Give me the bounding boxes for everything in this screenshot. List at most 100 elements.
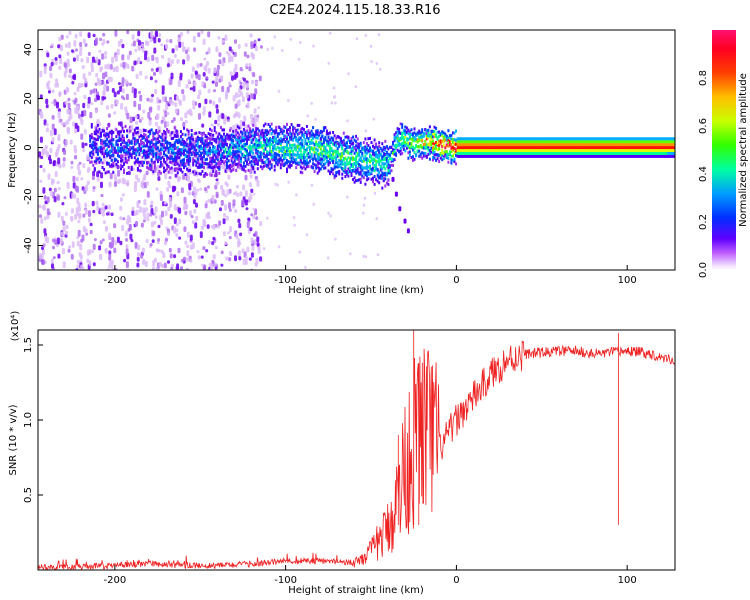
spectrogram-ridge-cell — [322, 163, 325, 167]
spectrogram-ridge-cell — [611, 143, 614, 147]
spectrogram-ridge-cell — [488, 152, 491, 155]
spectrogram-noise-cell — [234, 255, 237, 262]
spectrogram-ridge-cell — [421, 134, 424, 138]
spectrogram-ridge-cell — [230, 141, 233, 145]
spectrogram-ridge-cell — [186, 142, 189, 146]
spectrogram-ridge-cell — [531, 149, 534, 152]
spectrogram-ridge-cell — [579, 154, 582, 158]
spectrogram-noise-cell — [111, 56, 115, 64]
spectrogram-ridge-cell — [286, 137, 288, 141]
spectrogram-ridge-cell — [616, 137, 619, 141]
spectrogram-ridge-cell — [116, 160, 119, 164]
spectrogram-noise-cell — [62, 261, 66, 269]
spectrogram-ridge-cell — [212, 150, 215, 154]
spectrogram-ridge-cell — [364, 145, 367, 149]
spectrogram-noise-cell — [98, 49, 102, 53]
spectrogram-ridge-cell — [324, 136, 327, 140]
spectrogram-noise-cell — [124, 106, 128, 112]
spectrogram-ridge-cell — [627, 154, 630, 158]
spectrogram-ridge-cell — [605, 146, 608, 150]
spectrogram-ridge-cell — [432, 158, 434, 162]
spectrogram-noise-cell — [108, 250, 112, 255]
spectrogram-ridge-cell — [259, 132, 262, 136]
spectrogram-ridge-cell — [304, 131, 307, 134]
spectrogram-ridge-cell — [448, 134, 451, 138]
spectrogram-ridge-cell — [335, 136, 338, 140]
spectrogram-ridge-cell — [123, 138, 125, 142]
spectrogram-ridge-cell — [585, 152, 588, 155]
spectrogram-ridge-cell — [244, 149, 247, 153]
spectrogram-ridge-cell — [126, 171, 129, 175]
spectrogram-ridge-cell — [286, 122, 288, 126]
spectrogram-ridge-cell — [123, 150, 125, 154]
spectrogram-ridge-cell — [581, 146, 584, 150]
spectrogram-ridge-cell — [396, 133, 399, 137]
spectrogram-ridge-cell — [113, 146, 116, 150]
spectrogram-ridge-cell — [335, 171, 338, 175]
spectrogram-ridge-cell — [267, 157, 270, 161]
spectrogram-ridge-cell — [198, 172, 201, 176]
spectrogram-ridge-cell — [412, 137, 414, 141]
spectrogram-noise-cell — [115, 99, 119, 105]
spectrogram-ridge-cell — [193, 132, 196, 136]
spectrogram-ridge-cell — [124, 145, 127, 149]
spectrogram-ridge-cell — [602, 137, 605, 141]
spectrogram-noise-cell — [166, 63, 170, 68]
spectrogram-ridge-cell — [364, 182, 367, 186]
spectrogram-ridge-cell — [530, 154, 533, 158]
spectrogram-ridge-cell — [548, 146, 551, 150]
spectrogram-ridge-cell — [491, 146, 494, 150]
spectrogram-noise-cell — [203, 84, 207, 89]
spectrogram-ridge-cell — [93, 146, 96, 150]
spectrogram-ridge-cell — [490, 137, 493, 141]
spectrogram-ridge-cell — [118, 139, 121, 143]
spectrogram-ridge-cell — [365, 167, 368, 171]
spectrogram-ridge-cell — [147, 167, 150, 171]
spectrogram-noise-cell — [45, 127, 49, 133]
spectrogram-ridge-cell — [530, 140, 533, 144]
spectrogram-noise-cell — [174, 102, 178, 108]
spectrogram-noise-cell — [237, 218, 241, 224]
spectrogram-ridge-cell — [221, 146, 224, 150]
spectrogram-noise-cell — [347, 72, 350, 76]
spectrogram-noise-cell — [135, 209, 139, 216]
spectrogram-noise-cell — [116, 90, 120, 95]
spectrogram-ridge-cell — [266, 133, 268, 136]
spectrogram-ridge-cell — [107, 145, 110, 149]
spectrogram-ridge-cell — [445, 155, 448, 159]
spectrogram-ridge-cell — [329, 155, 331, 159]
spectrogram-ridge-cell — [103, 152, 106, 156]
spectrogram-noise-cell — [72, 121, 76, 127]
spectrogram-ridge-cell — [135, 151, 138, 155]
spectrogram-ridge-cell — [116, 154, 119, 158]
spectrogram-ridge-cell — [121, 138, 124, 142]
spectrogram-ridge-cell — [236, 131, 239, 135]
spectrogram-ridge-cell — [221, 128, 224, 132]
spectrogram-ridge-cell — [531, 143, 534, 147]
spectrogram-ridge-cell — [221, 154, 224, 158]
spectrogram-noise-cell — [119, 205, 123, 211]
spectrogram-ridge-cell — [281, 163, 284, 167]
spectrogram-noise-cell — [123, 258, 127, 263]
spectrogram-ridge-cell — [412, 145, 414, 149]
spectrogram-ridge-cell — [161, 155, 164, 159]
spectrogram-noise-cell — [91, 200, 95, 207]
spectrogram-ridge-cell — [106, 143, 109, 147]
spectrogram-ridge-cell — [616, 146, 619, 150]
spectrogram-ridge-cell — [355, 157, 358, 161]
spectrogram-noise-cell — [39, 253, 42, 259]
spectrogram-ridge-cell — [593, 154, 596, 158]
spectrogram-ridge-cell — [127, 143, 130, 147]
spectrogram-ridge-cell — [350, 174, 353, 177]
spectrogram-ridge-cell — [310, 138, 313, 142]
spectrogram-ridge-cell — [230, 133, 233, 137]
spectrogram-ridge-cell — [396, 127, 399, 131]
spectrogram-ridge-cell — [464, 149, 467, 152]
spectrogram-ridge-cell — [335, 174, 338, 178]
spectrogram-ridge-cell — [189, 157, 192, 160]
spectrogram-ridge-cell — [327, 135, 330, 139]
spectrogram-ridge-cell — [369, 172, 371, 176]
spectrogram-ridge-cell — [522, 140, 525, 144]
spectrogram-ridge-cell — [367, 169, 370, 173]
spectrogram-ridge-cell — [427, 136, 430, 140]
